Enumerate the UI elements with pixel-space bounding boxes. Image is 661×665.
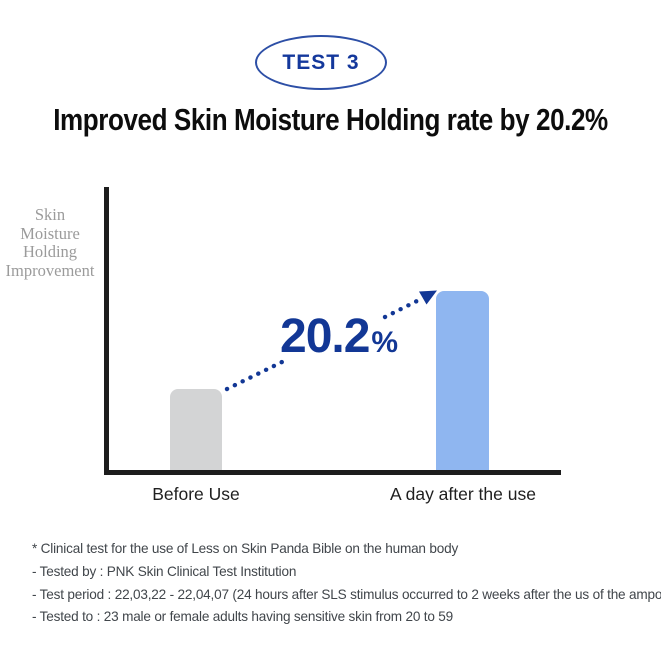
trend-arrow-head [419,290,437,305]
page-title: Improved Skin Moisture Holding rate by 2… [53,102,608,137]
y-axis-label: Skin Moisture Holding Improvement [5,205,95,280]
y-axis-line [104,187,109,475]
improvement-value: 20.2 [280,310,370,363]
test-number-badge-label: TEST 3 [282,50,360,74]
bar-before-use [170,389,222,470]
bar-after-use [436,291,489,470]
x-tick-before-use: Before Use [152,484,240,504]
footnote-line: * Clinical test for the use of Less on S… [32,541,459,556]
test-number-badge: TEST 3 [255,35,387,90]
footnotes: * Clinical test for the use of Less on S… [32,538,661,629]
footnote-line: - Tested by : PNK Skin Clinical Test Ins… [32,563,297,579]
improvement-annotation: 20.2 % [280,309,398,364]
x-axis-line [104,470,561,475]
x-tick-after-use: A day after the use [390,484,536,504]
improvement-unit: % [371,326,399,359]
trend-arrow-dotted-segment-left [224,358,287,392]
footnote-line: - Test period : 22,03,22 - 22,04,07 (24 … [32,586,661,602]
footnote-line: - Tested to : 23 male or female adults h… [32,609,454,625]
